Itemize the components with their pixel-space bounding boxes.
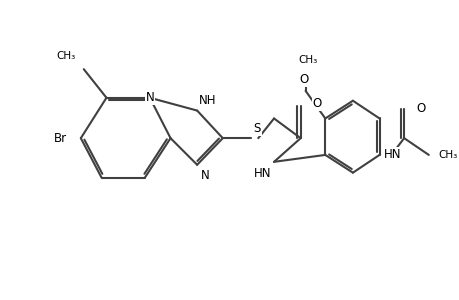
Text: O: O [415, 102, 424, 115]
Text: Br: Br [54, 132, 67, 145]
Text: NH: NH [199, 94, 216, 106]
Text: CH₃: CH₃ [438, 150, 457, 160]
Text: N: N [145, 91, 154, 104]
Text: HN: HN [253, 167, 270, 180]
Text: O: O [312, 97, 321, 110]
Text: CH₃: CH₃ [297, 55, 317, 65]
Text: O: O [298, 73, 308, 86]
Text: N: N [201, 169, 209, 182]
Text: CH₃: CH₃ [56, 51, 76, 61]
Text: S: S [253, 122, 260, 135]
Text: HN: HN [383, 148, 400, 161]
